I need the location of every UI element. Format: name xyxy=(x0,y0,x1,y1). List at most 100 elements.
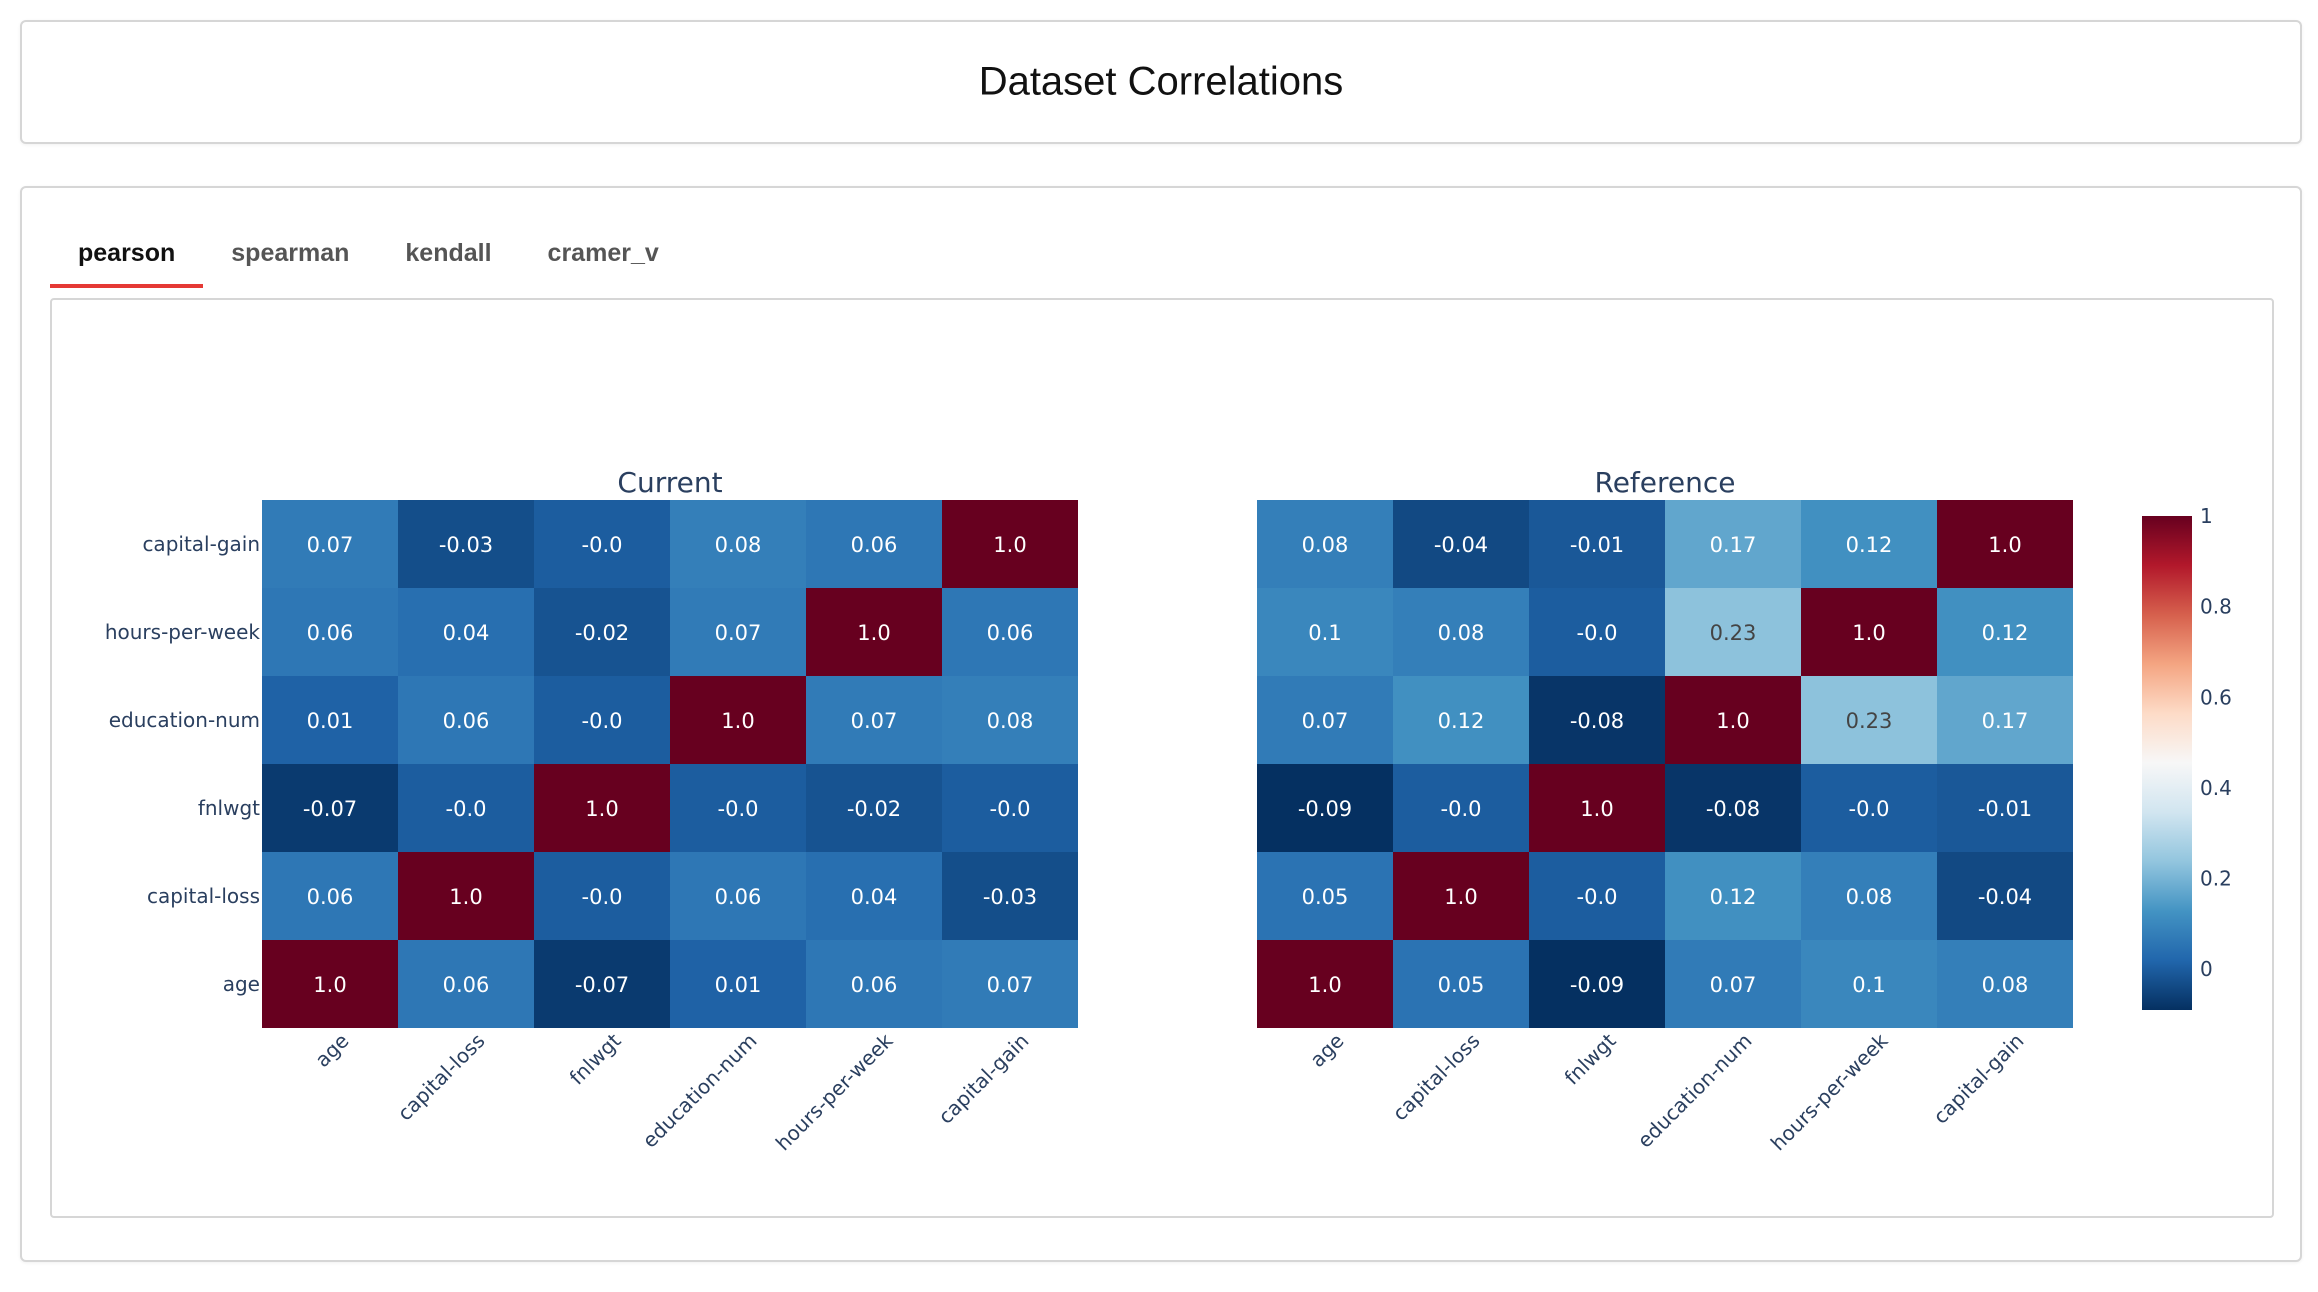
heatmap-cell[interactable] xyxy=(262,500,398,588)
heatmap-cell[interactable] xyxy=(806,500,942,588)
heatmap-cell[interactable] xyxy=(1801,676,1937,764)
heatmap-cell[interactable] xyxy=(806,940,942,1028)
heatmap-cell[interactable] xyxy=(398,764,534,852)
heatmap-cell[interactable] xyxy=(806,764,942,852)
heatmap-cell[interactable] xyxy=(1665,764,1801,852)
heatmap-cell[interactable] xyxy=(1257,852,1393,940)
heatmap-cell[interactable] xyxy=(262,940,398,1028)
heatmap-cell[interactable] xyxy=(1257,676,1393,764)
tab-cramer-v[interactable]: cramer_v xyxy=(547,239,659,267)
heatmap-cell[interactable] xyxy=(1257,500,1393,588)
tab-panel-pearson: Current 1.0 0.06 -0.07 0.01 0.06 0.07 0.06 1.0 -0… xyxy=(50,298,2274,1218)
heatmap-cell[interactable] xyxy=(670,940,806,1028)
heatmap-reference: Reference 1.0 0.05 -0.09 0.07 0.1 0.08 0.05 1.0 -… xyxy=(1257,466,2073,1155)
heatmap-cell[interactable] xyxy=(1257,940,1393,1028)
heatmap-cell[interactable] xyxy=(1937,852,2073,940)
heatmap-cell[interactable] xyxy=(942,588,1078,676)
x-tick-label: age xyxy=(310,1029,353,1072)
heatmap-cell[interactable] xyxy=(806,852,942,940)
heatmap-cell[interactable] xyxy=(1665,940,1801,1028)
heatmap-cell[interactable] xyxy=(942,940,1078,1028)
cell-value-label: 0.12 xyxy=(1710,885,1757,909)
heatmap-cell[interactable] xyxy=(534,500,670,588)
heatmap-cell[interactable] xyxy=(262,676,398,764)
colorbar-tick-label: 0.6 xyxy=(2200,685,2232,709)
heatmap-cell[interactable] xyxy=(1393,676,1529,764)
heatmap-cell[interactable] xyxy=(534,940,670,1028)
heatmap-cell[interactable] xyxy=(1529,676,1665,764)
heatmap-cell[interactable] xyxy=(398,852,534,940)
heatmap-cell[interactable] xyxy=(942,500,1078,588)
cell-value-label: -0.01 xyxy=(1978,797,2032,821)
heatmap-cell[interactable] xyxy=(1801,500,1937,588)
heatmap-cell[interactable] xyxy=(670,852,806,940)
heatmap-cell[interactable] xyxy=(670,500,806,588)
heatmap-cell[interactable] xyxy=(262,764,398,852)
correlations-card: pearson spearman kendall cramer_v Curren… xyxy=(20,186,2302,1262)
heatmap-cell[interactable] xyxy=(1393,940,1529,1028)
heatmap-cell[interactable] xyxy=(398,588,534,676)
heatmap-cell[interactable] xyxy=(534,764,670,852)
heatmap-cell[interactable] xyxy=(1393,852,1529,940)
cell-value-label: 1.0 xyxy=(993,533,1026,557)
cell-value-label: -0.04 xyxy=(1978,885,2032,909)
cell-value-label: 0.01 xyxy=(715,973,762,997)
heatmap-cell[interactable] xyxy=(1937,676,2073,764)
heatmap-cell[interactable] xyxy=(1529,852,1665,940)
heatmap-cell[interactable] xyxy=(1665,852,1801,940)
heatmap-cell[interactable] xyxy=(1665,500,1801,588)
cell-value-label: -0.0 xyxy=(446,797,487,821)
tab-kendall[interactable]: kendall xyxy=(405,239,492,267)
heatmap-cell[interactable] xyxy=(262,852,398,940)
cell-value-label: 1.0 xyxy=(1444,885,1477,909)
heatmap-cell[interactable] xyxy=(398,500,534,588)
x-tick-label: hours-per-week xyxy=(771,1028,898,1155)
heatmap-cell[interactable] xyxy=(806,588,942,676)
heatmap-cell[interactable] xyxy=(1937,588,2073,676)
heatmap-cell[interactable] xyxy=(1801,764,1937,852)
heatmap-cell[interactable] xyxy=(670,764,806,852)
heatmap-cell[interactable] xyxy=(1529,500,1665,588)
cell-value-label: 1.0 xyxy=(1580,797,1613,821)
heatmap-cell[interactable] xyxy=(942,852,1078,940)
heatmap-cell[interactable] xyxy=(942,676,1078,764)
heatmap-cell[interactable] xyxy=(670,676,806,764)
x-tick-label: capital-gain xyxy=(1928,1029,2028,1129)
x-tick-label: education-num xyxy=(1633,1029,1757,1153)
heatmap-cell[interactable] xyxy=(534,588,670,676)
heatmap-cell[interactable] xyxy=(1937,500,2073,588)
heatmap-cell[interactable] xyxy=(398,676,534,764)
heatmap-cell[interactable] xyxy=(670,588,806,676)
heatmap-cell[interactable] xyxy=(1393,500,1529,588)
heatmap-cell[interactable] xyxy=(806,676,942,764)
cell-value-label: -0.0 xyxy=(1577,885,1618,909)
heatmap-cell[interactable] xyxy=(1257,764,1393,852)
heatmap-cell[interactable] xyxy=(1529,764,1665,852)
heatmap-cell[interactable] xyxy=(262,588,398,676)
heatmap-current: Current 1.0 0.06 -0.07 0.01 0.06 0.07 0.06 1.0 -0… xyxy=(105,466,1078,1155)
heatmap-cell[interactable] xyxy=(1801,940,1937,1028)
heatmap-cell[interactable] xyxy=(398,940,534,1028)
heatmap-cell[interactable] xyxy=(1393,764,1529,852)
heatmap-cell[interactable] xyxy=(1801,852,1937,940)
colorbar-tick-label: 0.2 xyxy=(2200,867,2232,891)
cell-value-label: 0.06 xyxy=(307,885,354,909)
heatmap-cell[interactable] xyxy=(534,676,670,764)
heatmap-cell[interactable] xyxy=(1937,764,2073,852)
heatmap-cell[interactable] xyxy=(942,764,1078,852)
tab-pearson[interactable]: pearson xyxy=(50,218,204,288)
cell-value-label: 1.0 xyxy=(1852,621,1885,645)
heatmap-cell[interactable] xyxy=(1665,676,1801,764)
heatmap-cell[interactable] xyxy=(534,852,670,940)
heatmap-cell[interactable] xyxy=(1665,588,1801,676)
heatmap-cell[interactable] xyxy=(1801,588,1937,676)
cell-value-label: 1.0 xyxy=(857,621,890,645)
heatmap-cell[interactable] xyxy=(1529,588,1665,676)
heatmap-cell[interactable] xyxy=(1393,588,1529,676)
heatmap-cell[interactable] xyxy=(1257,588,1393,676)
heatmap-cell[interactable] xyxy=(1937,940,2073,1028)
cell-value-label: 0.23 xyxy=(1710,621,1757,645)
tab-spearman[interactable]: spearman xyxy=(231,239,350,267)
heatmap-cell[interactable] xyxy=(1529,940,1665,1028)
cell-value-label: 0.07 xyxy=(987,973,1034,997)
